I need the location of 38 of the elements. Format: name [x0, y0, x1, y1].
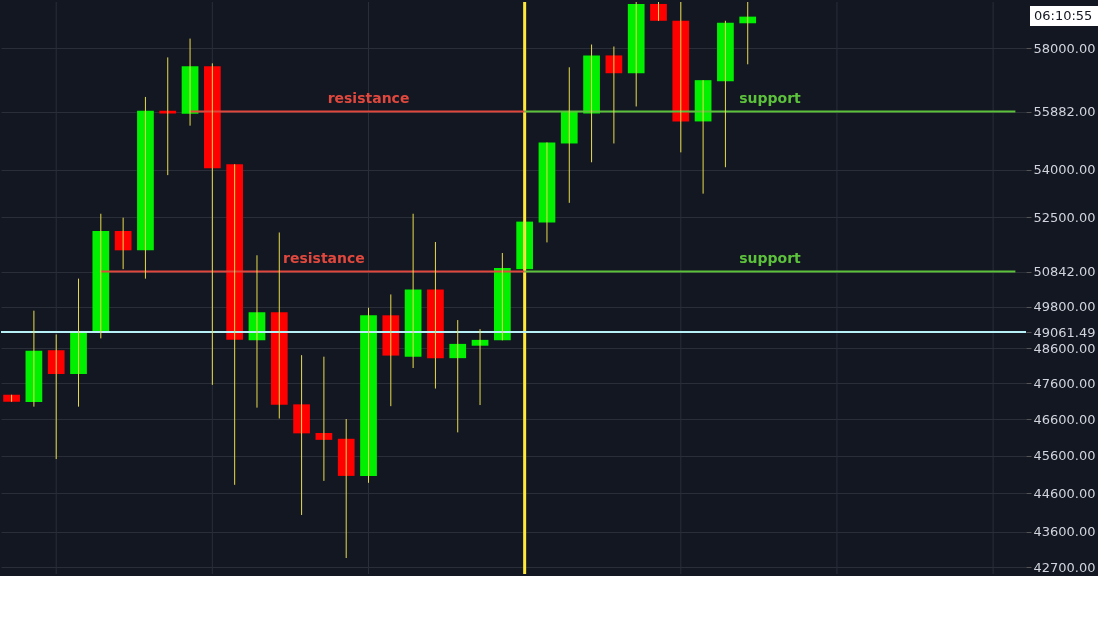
- candlestick: [92, 213, 110, 339]
- y-tick-label: 55882.00: [1033, 104, 1096, 120]
- candlestick: [650, 1, 667, 22]
- y-tick-label: 54000.00: [1033, 162, 1096, 178]
- series-label: support: [739, 89, 802, 106]
- y-tick-label: 43600.00: [1033, 524, 1096, 540]
- candlestick: [226, 163, 244, 486]
- text: 06:10:55: [1034, 8, 1093, 23]
- candlestick: [427, 241, 444, 390]
- candlestick: [137, 96, 154, 280]
- y-tick-label: 47600.00: [1033, 375, 1096, 391]
- y-tick-label: 49061.49: [1033, 324, 1096, 340]
- candlestick: [3, 394, 20, 403]
- y-tick-label: 49800.00: [1033, 299, 1096, 315]
- candlestick: [47, 333, 65, 460]
- series-label: resistance: [283, 249, 365, 266]
- candlestick: [583, 44, 600, 163]
- y-tick-label: 48600.00: [1033, 340, 1096, 356]
- candlestick: [70, 278, 87, 408]
- series-label: resistance: [327, 89, 410, 106]
- candlestick: [493, 252, 511, 341]
- series-label: support: [739, 249, 802, 266]
- candlestick: [717, 20, 734, 168]
- candlestick: [560, 66, 578, 204]
- y-tick-label: 45600.00: [1033, 448, 1096, 464]
- y-tick-label: 50842.00: [1033, 264, 1096, 280]
- candlestick: [337, 418, 355, 559]
- y-tick-label: 58000.00: [1033, 40, 1096, 56]
- candlestick: [360, 307, 377, 484]
- y-tick-label: 52500.00: [1033, 209, 1096, 225]
- candlestick: [382, 293, 400, 407]
- candlestick: [449, 319, 467, 433]
- y-tick-label: 44600.00: [1033, 486, 1096, 501]
- y-tick-label: 46600.00: [1033, 411, 1096, 427]
- y-tick-label: 42700.00: [1033, 559, 1096, 575]
- candlestick: [293, 354, 310, 516]
- candlestick: [627, 1, 645, 107]
- candlestick: [672, 1, 690, 153]
